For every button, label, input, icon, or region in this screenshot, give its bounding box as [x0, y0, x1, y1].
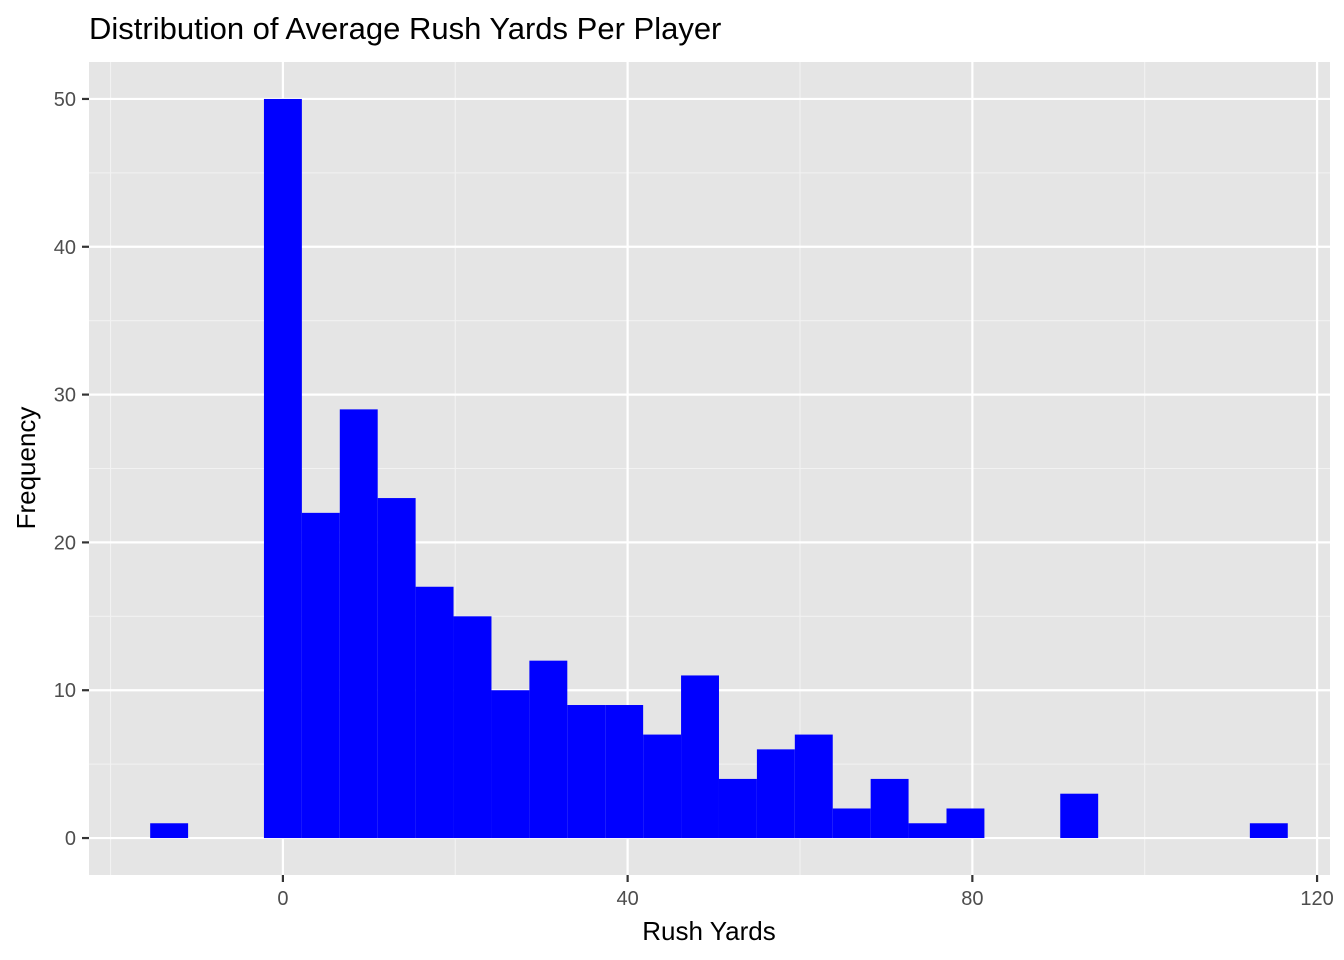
y-tick-label: 30 — [54, 385, 76, 407]
histogram-bar — [415, 586, 454, 839]
x-tick-label: 0 — [277, 888, 288, 910]
histogram-bar — [150, 823, 189, 839]
x-tick-label: 40 — [617, 888, 639, 910]
histogram-bars — [150, 98, 1288, 839]
y-axis: 0 10 20 30 40 50 — [54, 89, 89, 850]
histogram-bar — [794, 734, 833, 839]
x-axis-title: Rush Yards — [642, 916, 775, 946]
histogram-bar — [339, 409, 378, 839]
histogram-bar — [681, 675, 719, 839]
histogram-bar — [756, 749, 795, 839]
histogram-bar — [718, 778, 757, 839]
y-tick-label: 50 — [54, 89, 76, 111]
histogram-bar — [567, 705, 606, 839]
histogram-bar — [263, 98, 302, 839]
x-axis: 0 40 80 120 — [277, 875, 1334, 910]
histogram-bar — [643, 734, 682, 839]
histogram-bar — [1060, 793, 1099, 839]
x-tick-label: 80 — [961, 888, 983, 910]
y-axis-title: Frequency — [11, 407, 41, 530]
histogram-bar — [832, 808, 871, 839]
x-tick-label: 120 — [1300, 888, 1333, 910]
chart-title: Distribution of Average Rush Yards Per P… — [89, 11, 721, 46]
histogram-bar — [529, 660, 568, 839]
y-tick-label: 0 — [65, 828, 76, 850]
histogram-bar — [491, 690, 530, 839]
histogram-bar — [908, 823, 947, 839]
y-tick-label: 40 — [54, 237, 76, 259]
histogram-bar — [1249, 823, 1288, 839]
histogram-bar — [946, 808, 985, 839]
y-tick-label: 10 — [54, 680, 76, 702]
y-tick-label: 20 — [54, 532, 76, 554]
histogram-bar — [301, 512, 340, 839]
histogram-bar — [605, 705, 644, 839]
histogram-bar — [453, 616, 492, 839]
histogram-bar — [870, 778, 909, 839]
histogram-bar — [377, 498, 416, 839]
